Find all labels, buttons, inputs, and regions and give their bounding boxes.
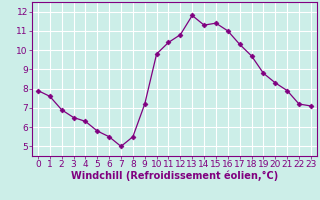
X-axis label: Windchill (Refroidissement éolien,°C): Windchill (Refroidissement éolien,°C) <box>71 171 278 181</box>
